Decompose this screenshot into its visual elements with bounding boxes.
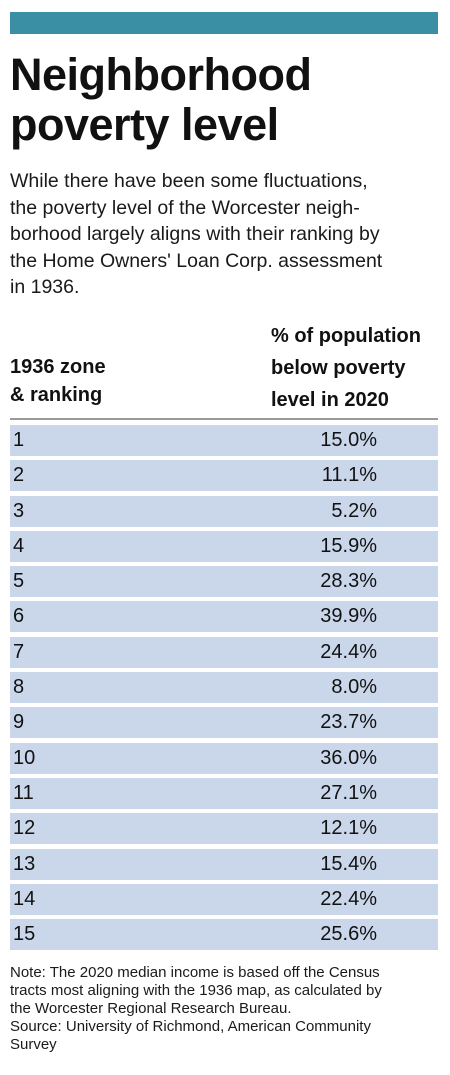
zone-cell: 15	[13, 923, 36, 946]
zone-cell: 10	[13, 746, 36, 769]
note-line: Note: The 2020 median income is based of…	[10, 964, 380, 981]
data-table: 1 15.0% 2 11.1% 3 5.2% 4 15.9% 5 28.3% 6 39.9% 7 24.4…	[10, 425, 438, 954]
header-line: % of population	[271, 325, 421, 347]
title-line: poverty level	[10, 99, 279, 150]
column-header-poverty: % of population below poverty level in 2…	[271, 320, 446, 416]
table-row: 10 36.0%	[10, 742, 438, 774]
subtitle-line: borhood largely aligns with their rankin…	[10, 223, 380, 245]
zone-cell: 7	[13, 640, 25, 663]
poverty-cell: 24.4%	[320, 640, 377, 663]
zone-cell: 6	[13, 605, 25, 628]
poverty-cell: 23.7%	[320, 711, 377, 734]
subtitle-line: the poverty level of the Worcester neigh…	[10, 196, 360, 219]
poverty-cell: 5.2%	[331, 499, 377, 522]
header-line: 1936 zone	[10, 356, 106, 378]
table-row: 4 15.9%	[10, 530, 438, 562]
zone-cell: 11	[13, 781, 34, 804]
zone-cell: 4	[13, 534, 25, 557]
chart-subtitle: While there have been some fluctuations,…	[10, 168, 442, 301]
zone-cell: 2	[13, 464, 25, 487]
poverty-cell: 15.4%	[320, 852, 377, 875]
table-row: 14 22.4%	[10, 883, 438, 915]
poverty-cell: 11.1%	[321, 464, 377, 487]
poverty-cell: 8.0%	[331, 676, 377, 699]
column-header-zone: 1936 zone & ranking	[10, 353, 210, 409]
poverty-cell: 28.3%	[320, 570, 377, 593]
header-divider	[10, 418, 438, 420]
poverty-cell: 36.0%	[320, 746, 377, 769]
poverty-cell: 12.1%	[320, 817, 377, 840]
table-row: 3 5.2%	[10, 495, 438, 527]
zone-cell: 8	[13, 676, 25, 699]
poverty-cell: 25.6%	[320, 923, 377, 946]
note-line: the Worcester Regional Research Bureau.	[10, 1000, 292, 1017]
table-row: 8 8.0%	[10, 672, 438, 704]
zone-cell: 9	[13, 711, 25, 734]
subtitle-line: in 1936.	[10, 276, 80, 298]
table-row: 15 25.6%	[10, 919, 438, 951]
table-row: 13 15.4%	[10, 848, 438, 880]
header-line: & ranking	[10, 384, 103, 406]
poverty-cell: 39.9%	[320, 605, 377, 628]
subtitle-line: the Home Owners' Loan Corp. assessment	[10, 249, 383, 272]
table-row: 9 23.7%	[10, 707, 438, 739]
table-row: 11 27.1%	[10, 777, 438, 809]
zone-cell: 12	[13, 817, 36, 840]
note-and-source: Note: The 2020 median income is based of…	[10, 964, 442, 1054]
poverty-cell: 15.9%	[320, 534, 377, 557]
header-line: level in 2020	[271, 389, 389, 411]
zone-cell: 13	[13, 852, 36, 875]
zone-cell: 14	[13, 887, 36, 910]
poverty-cell: 27.1%	[320, 781, 377, 804]
poverty-cell: 15.0%	[320, 429, 377, 451]
note-line: tracts most aligning with the 1936 map, …	[10, 982, 382, 999]
table-row: 1 15.0%	[10, 425, 438, 456]
header-line: below poverty	[271, 357, 406, 379]
source-line: Survey	[10, 1036, 57, 1053]
chart-title: Neighborhood poverty level	[10, 50, 440, 150]
table-row: 2 11.1%	[10, 460, 438, 492]
zone-cell: 5	[13, 570, 25, 593]
zone-cell: 1	[13, 429, 25, 451]
table-row: 5 28.3%	[10, 566, 438, 598]
table-row: 7 24.4%	[10, 636, 438, 668]
header-bar	[10, 12, 438, 34]
table-row: 6 39.9%	[10, 601, 438, 633]
poverty-cell: 22.4%	[320, 887, 377, 910]
subtitle-line: While there have been some fluctuations,	[10, 170, 368, 192]
title-line: Neighborhood	[10, 49, 312, 100]
source-line: Source: University of Richmond, American…	[10, 1018, 371, 1035]
zone-cell: 3	[13, 499, 25, 522]
table-row: 12 12.1%	[10, 813, 438, 845]
